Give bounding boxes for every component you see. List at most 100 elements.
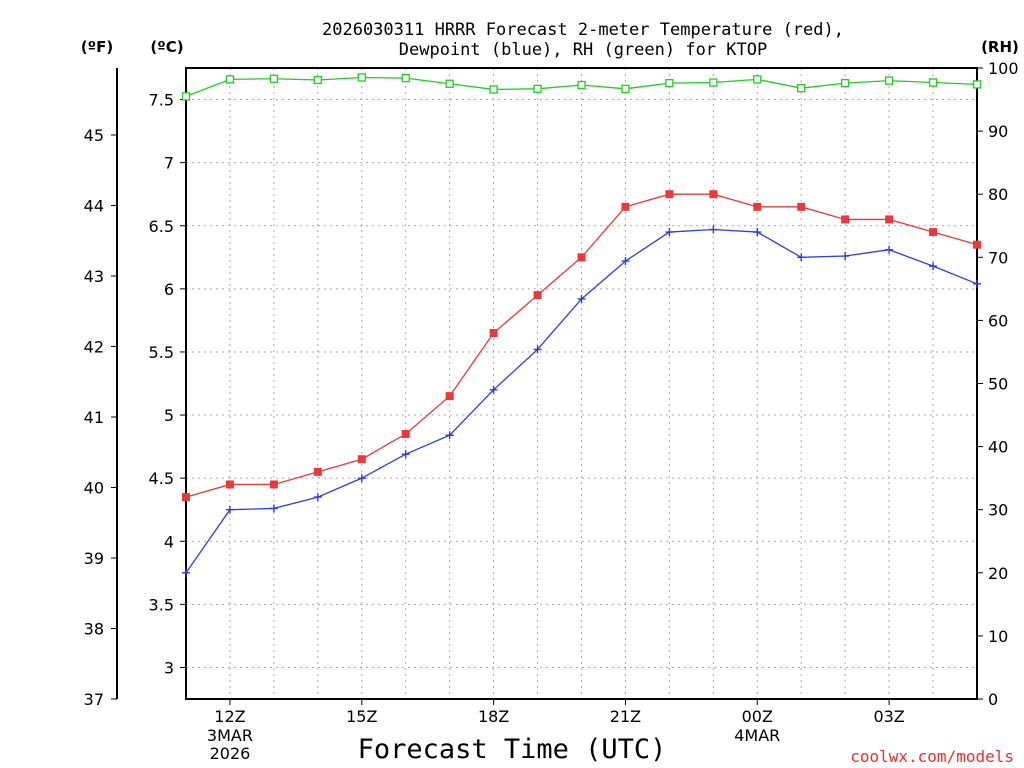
- fahrenheit-tick-label: 38: [84, 619, 104, 638]
- rh-tick-label: 60: [988, 311, 1008, 330]
- dewpoint-point: [841, 252, 850, 261]
- x-axis-title: Forecast Time (UTC): [358, 734, 667, 765]
- gridlines: [186, 68, 977, 699]
- temperature-point: [841, 215, 850, 224]
- chart-title-line-2: Dewpoint (blue), RH (green) for KTOP: [399, 40, 767, 60]
- dewpoint-point: [885, 245, 894, 254]
- dewpoint-point: [489, 385, 498, 394]
- rh-point: [181, 92, 191, 101]
- axis-ticks: 3 3.5 4 4.5 5 5.5 6 6.5 7 7.5 37 38 39 40 41 42 43 44 45 0 1…: [84, 59, 1019, 763]
- x-tick-label: 03Z: [873, 707, 904, 726]
- rh-tick-label: 80: [988, 185, 1008, 204]
- celsius-tick-label: 6: [164, 280, 174, 299]
- dewpoint-point: [973, 279, 981, 288]
- rh-tick-label: 50: [988, 375, 1008, 394]
- dewpoint-line: [185, 228, 978, 574]
- celsius-tick-label: 5.5: [149, 343, 174, 362]
- dewpoint-point: [269, 504, 278, 513]
- x-tick-sublabel: 3MAR: [207, 726, 253, 745]
- rh-point: [225, 75, 235, 84]
- rh-point: [577, 80, 586, 90]
- rh-tick-label: 30: [988, 501, 1008, 520]
- fahrenheit-tick-label: 44: [84, 196, 104, 215]
- temperature-point: [753, 202, 762, 211]
- temperature-point: [313, 467, 322, 476]
- chart-title-line-1: 2026030311 HRRR Forecast 2-meter Tempera…: [322, 20, 844, 40]
- rh-point: [797, 84, 806, 93]
- temperature-point: [621, 202, 630, 211]
- fahrenheit-tick-label: 43: [84, 267, 104, 286]
- dewpoint-point: [357, 474, 366, 483]
- temperature-point: [533, 291, 542, 300]
- rh-point: [841, 78, 850, 88]
- fahrenheit-tick-label: 37: [84, 690, 104, 709]
- rh-point: [709, 78, 718, 87]
- temperature-point: [357, 455, 366, 464]
- dewpoint-point: [182, 568, 190, 577]
- temperature-point: [973, 240, 981, 249]
- dewpoint-point: [401, 450, 410, 459]
- x-tick-label: 21Z: [610, 707, 641, 726]
- celsius-tick-label: 4: [164, 532, 174, 551]
- fahrenheit-tick-label: 40: [84, 478, 104, 497]
- dewpoint-point: [797, 253, 806, 262]
- fahrenheit-tick-label: 41: [84, 408, 104, 427]
- series: [181, 73, 982, 577]
- dewpoint-point: [225, 505, 234, 514]
- celsius-tick-label: 3: [164, 658, 174, 677]
- celsius-unit-label: (ºC): [150, 38, 183, 56]
- dewpoint-point: [753, 228, 762, 237]
- temperature-point: [401, 429, 410, 438]
- rh-point: [665, 78, 674, 88]
- fahrenheit-tick-label: 45: [84, 126, 104, 145]
- dewpoint-point: [929, 262, 938, 271]
- x-tick-label: 12Z: [214, 707, 245, 726]
- rh-point: [313, 75, 322, 85]
- rh-tick-label: 70: [988, 248, 1008, 267]
- temperature-point: [225, 480, 234, 489]
- x-tick-label: 00Z: [742, 707, 773, 726]
- temperature-point: [182, 493, 190, 502]
- rh-point: [445, 79, 454, 88]
- rh-point: [928, 78, 938, 87]
- temperature-point: [929, 228, 938, 237]
- rh-tick-label: 90: [988, 122, 1008, 141]
- fahrenheit-tick-label: 42: [84, 337, 104, 356]
- series-temperature: [182, 190, 981, 502]
- temperature-point: [445, 392, 454, 401]
- rh-tick-label: 100: [988, 59, 1019, 78]
- dewpoint-point: [313, 493, 322, 502]
- x-tick-sublabel: 2026: [210, 744, 251, 763]
- fahrenheit-tick-label: 39: [84, 549, 104, 568]
- celsius-tick-label: 5: [164, 406, 174, 425]
- dewpoint-point: [621, 257, 630, 266]
- rh-tick-label: 0: [988, 690, 998, 709]
- x-tick-sublabel: 4MAR: [734, 726, 780, 745]
- rh-point: [401, 73, 410, 83]
- rh-tick-label: 40: [988, 438, 1008, 457]
- dewpoint-point: [665, 228, 674, 237]
- temperature-point: [797, 202, 806, 211]
- dewpoint-point: [709, 225, 718, 234]
- rh-unit-label: (RH): [981, 38, 1019, 56]
- temperature-point: [885, 215, 894, 224]
- temperature-point: [577, 253, 586, 262]
- x-tick-label: 18Z: [478, 707, 509, 726]
- fahrenheit-unit-label: (ºF): [81, 38, 113, 56]
- temperature-point: [709, 190, 718, 199]
- celsius-tick-label: 3.5: [149, 595, 174, 614]
- temperature-point: [489, 329, 498, 338]
- temperature-point: [269, 480, 278, 489]
- rh-point: [269, 74, 279, 83]
- rh-point: [489, 85, 498, 94]
- temperature-point: [665, 190, 674, 199]
- series-dewpoint: [182, 225, 981, 577]
- rh-point: [621, 84, 630, 93]
- dewpoint-point: [577, 294, 586, 303]
- celsius-tick-label: 7.5: [149, 91, 174, 110]
- rh-point: [884, 76, 894, 85]
- series-rh: [181, 73, 982, 101]
- rh-point: [533, 84, 542, 93]
- dewpoint-point: [445, 431, 454, 440]
